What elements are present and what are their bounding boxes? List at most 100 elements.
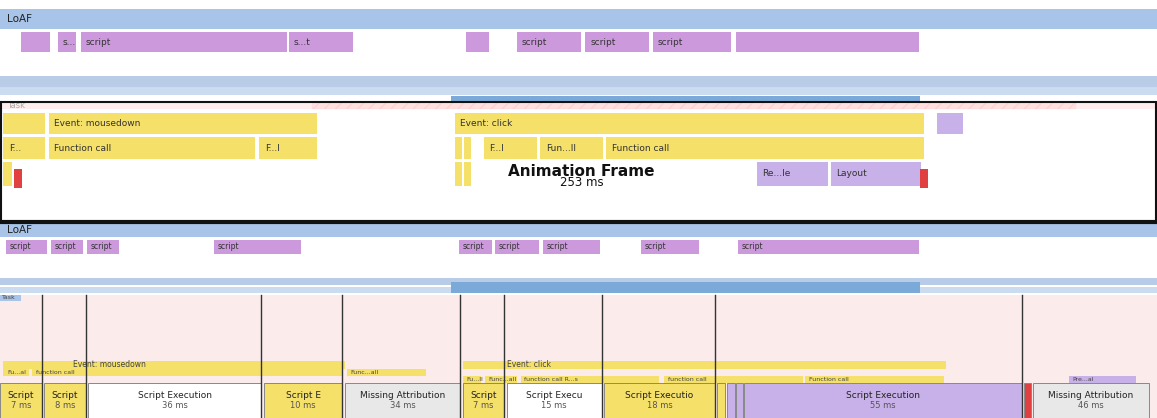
Text: Script: Script [471, 391, 496, 400]
Bar [1, 102, 1156, 222]
Text: Event: click: Event: click [460, 119, 513, 128]
Text: script: script [522, 38, 547, 47]
Bar [744, 383, 1022, 418]
Bar [455, 113, 924, 134]
Bar [604, 383, 715, 418]
Bar [0, 76, 1157, 87]
Text: Missing Attribution: Missing Attribution [360, 391, 445, 400]
Text: Fu...al: Fu...al [7, 370, 25, 375]
Bar [521, 376, 659, 383]
Text: Script E: Script E [286, 391, 320, 400]
Bar [6, 240, 47, 254]
Text: script: script [463, 242, 485, 251]
Text: LoAF: LoAF [7, 225, 32, 235]
Bar [736, 383, 743, 418]
Text: function call: function call [668, 377, 706, 382]
Text: Script Execution: Script Execution [138, 391, 212, 400]
Text: F...l: F...l [489, 143, 504, 153]
Bar [485, 376, 517, 383]
Text: script: script [657, 38, 683, 47]
Bar [1033, 383, 1149, 418]
Text: function call: function call [36, 370, 74, 375]
Text: script: script [590, 38, 616, 47]
Bar [0, 223, 1157, 237]
Bar [0, 102, 1157, 109]
Bar [347, 369, 426, 376]
Bar [463, 383, 504, 418]
Bar [3, 369, 29, 376]
Text: 46 ms: 46 ms [1078, 401, 1104, 410]
Bar [459, 240, 492, 254]
Text: s...: s... [62, 38, 75, 47]
Bar [345, 383, 460, 418]
Text: Pre...al: Pre...al [1073, 377, 1095, 382]
Bar [464, 137, 471, 159]
Bar [585, 32, 649, 52]
Text: s...t: s...t [294, 38, 311, 47]
Bar [484, 137, 537, 159]
Text: script: script [499, 242, 521, 251]
Text: script: script [742, 242, 764, 251]
Bar [736, 32, 919, 52]
Text: Function call: Function call [809, 377, 848, 382]
Text: 253 ms: 253 ms [560, 176, 603, 189]
Bar [455, 162, 462, 186]
Bar [3, 113, 45, 134]
Text: Script Executio: Script Executio [626, 391, 693, 400]
Bar [543, 240, 600, 254]
Text: Animation Frame: Animation Frame [508, 164, 655, 179]
Text: Function call: Function call [54, 143, 111, 153]
Bar [507, 383, 602, 418]
Bar [757, 162, 828, 186]
Text: Event: mousedown: Event: mousedown [73, 360, 146, 370]
Bar [831, 162, 921, 186]
Bar [3, 137, 45, 159]
Text: script: script [218, 242, 239, 251]
Bar [214, 240, 301, 254]
Bar [805, 376, 944, 383]
Text: 7 ms: 7 ms [473, 401, 494, 410]
Bar [49, 137, 255, 159]
Bar [606, 137, 924, 159]
Bar [466, 32, 489, 52]
Bar [259, 137, 317, 159]
Text: Script Execu: Script Execu [526, 391, 582, 400]
Text: script: script [546, 242, 568, 251]
Bar [264, 383, 342, 418]
Text: Script: Script [8, 391, 34, 400]
Text: script: script [54, 242, 76, 251]
Bar [727, 383, 735, 418]
Text: Fun...ll: Fun...ll [546, 143, 576, 153]
Bar [88, 383, 261, 418]
Text: 10 ms: 10 ms [290, 401, 316, 410]
Bar [0, 295, 21, 301]
Bar [455, 137, 462, 159]
Bar [495, 240, 539, 254]
Bar [0, 287, 1157, 293]
Bar [312, 102, 1076, 109]
Bar [451, 282, 920, 293]
Text: F...l: F...l [265, 143, 280, 153]
Bar [81, 32, 287, 52]
Bar [87, 240, 119, 254]
Bar [540, 137, 603, 159]
Bar [920, 169, 928, 188]
Bar [3, 162, 12, 186]
Text: Event: mousedown: Event: mousedown [54, 119, 141, 128]
Bar [641, 240, 699, 254]
Bar [32, 369, 342, 376]
Bar [463, 376, 481, 383]
Bar [0, 278, 1157, 285]
Bar [3, 361, 345, 369]
Text: LoAF: LoAF [7, 14, 32, 24]
Bar [451, 96, 920, 102]
Text: Missing Attribution: Missing Attribution [1048, 391, 1134, 400]
Text: 15 ms: 15 ms [541, 401, 567, 410]
Bar [49, 113, 317, 134]
Bar [1069, 376, 1136, 383]
Text: Func...all: Func...all [351, 370, 378, 375]
Bar [0, 295, 1157, 418]
Bar [464, 162, 471, 186]
Bar [0, 102, 1157, 222]
Text: script: script [644, 242, 666, 251]
